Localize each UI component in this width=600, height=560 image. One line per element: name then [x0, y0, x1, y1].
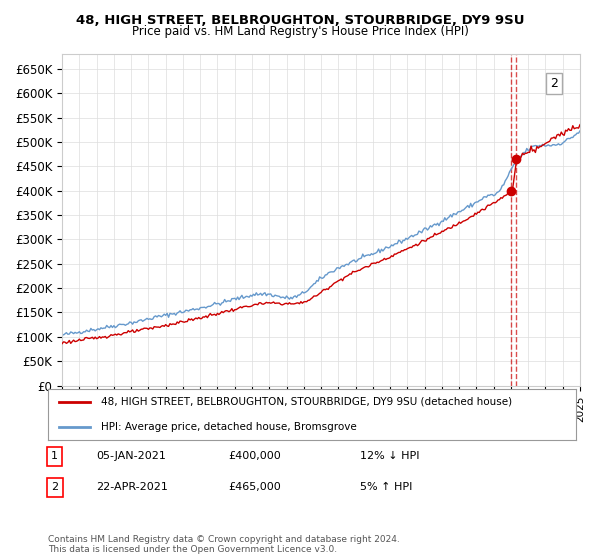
Text: 22-APR-2021: 22-APR-2021	[96, 482, 168, 492]
Text: HPI: Average price, detached house, Bromsgrove: HPI: Average price, detached house, Brom…	[101, 422, 356, 432]
Text: 05-JAN-2021: 05-JAN-2021	[96, 451, 166, 461]
Text: Contains HM Land Registry data © Crown copyright and database right 2024.
This d: Contains HM Land Registry data © Crown c…	[48, 535, 400, 554]
Text: 2: 2	[550, 77, 558, 90]
Text: 48, HIGH STREET, BELBROUGHTON, STOURBRIDGE, DY9 9SU (detached house): 48, HIGH STREET, BELBROUGHTON, STOURBRID…	[101, 397, 512, 407]
Text: 2: 2	[51, 482, 58, 492]
Text: Price paid vs. HM Land Registry's House Price Index (HPI): Price paid vs. HM Land Registry's House …	[131, 25, 469, 38]
Text: 48, HIGH STREET, BELBROUGHTON, STOURBRIDGE, DY9 9SU: 48, HIGH STREET, BELBROUGHTON, STOURBRID…	[76, 14, 524, 27]
Text: £465,000: £465,000	[228, 482, 281, 492]
Text: 1: 1	[51, 451, 58, 461]
Text: £400,000: £400,000	[228, 451, 281, 461]
Text: 12% ↓ HPI: 12% ↓ HPI	[360, 451, 419, 461]
Text: 5% ↑ HPI: 5% ↑ HPI	[360, 482, 412, 492]
